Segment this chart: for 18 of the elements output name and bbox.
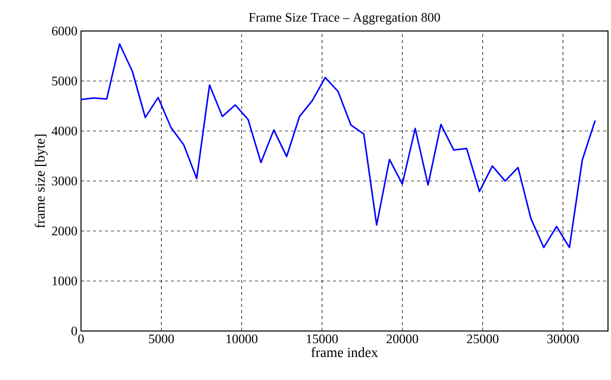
- x-tick-label: 10000: [226, 334, 258, 344]
- y-axis-title: frame size [byte]: [34, 134, 48, 228]
- y-tick-label: 1000: [52, 276, 77, 286]
- y-tick-label: 3000: [52, 176, 77, 186]
- chart-title: Frame Size Trace – Aggregation 800: [248, 13, 440, 24]
- line-series: [81, 43, 596, 248]
- y-tick-label: 4000: [52, 126, 77, 136]
- x-tick-label: 15000: [306, 334, 338, 344]
- y-tick-label: 2000: [52, 226, 77, 236]
- x-tick-label: 20000: [386, 334, 418, 344]
- x-tick-label: 0: [78, 334, 84, 344]
- x-tick-label: 5000: [149, 334, 174, 344]
- x-tick-label: 30000: [547, 334, 579, 344]
- x-tick-label: 25000: [466, 334, 498, 344]
- y-tick-label: 6000: [52, 26, 77, 36]
- y-tick-label: 5000: [52, 76, 77, 86]
- y-tick-label: 0: [71, 326, 77, 336]
- x-axis-title: frame index: [311, 347, 378, 358]
